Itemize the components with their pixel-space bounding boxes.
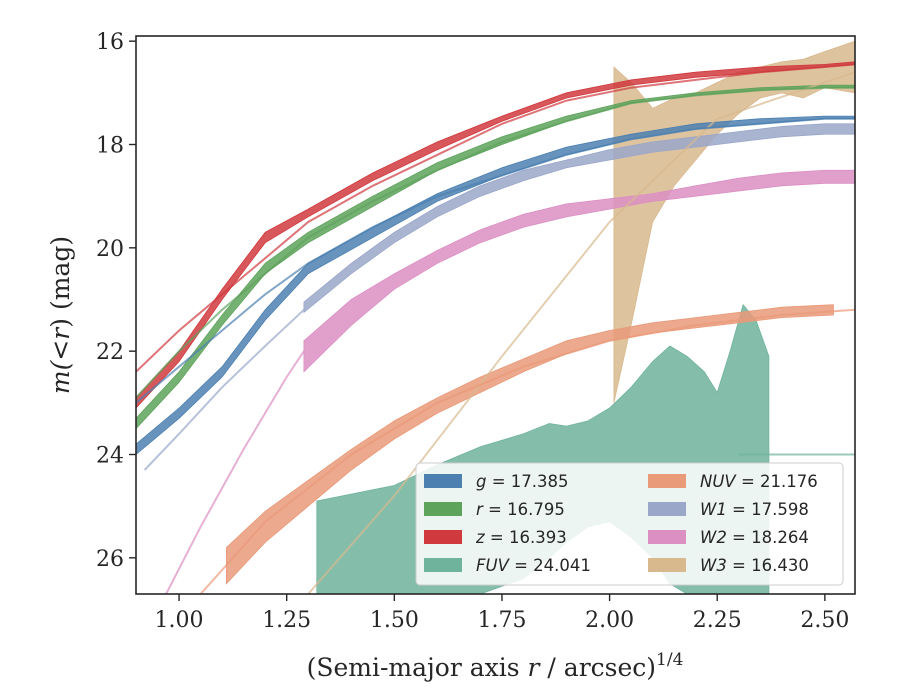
x-tick-label: 2.00 [585, 608, 634, 633]
legend-label-z: z = 16.393 [475, 528, 567, 547]
y-axis-title: m(<r) (mag) [46, 236, 75, 394]
model-line-W1 [143, 309, 305, 471]
legend-swatch-NUV [648, 474, 686, 488]
model-line-NUV [199, 308, 855, 594]
legend-box [415, 462, 844, 586]
x-tick-label: 1.25 [262, 608, 311, 633]
x-axis-ticks: 1.00 1.25 1.50 1.75 2.00 2.25 2.50 [155, 594, 849, 633]
legend-label-r: r = 16.795 [476, 500, 565, 519]
plot-frame [135, 35, 856, 595]
model-line-r [136, 86, 855, 399]
legend-label-W1: W1 = 17.598 [700, 500, 809, 519]
y-tick-label: 24 [96, 444, 124, 469]
legend: g = 17.385 r = 16.795 z = 16.393 FUV = 24.0… [415, 462, 844, 586]
x-tick-label: 2.50 [800, 608, 849, 633]
y-tick-label: 18 [96, 134, 124, 159]
x-tick-label: 1.50 [370, 608, 419, 633]
model-line-g [136, 117, 855, 404]
legend-label-W3: W3 = 16.430 [700, 556, 809, 575]
series-model-lines [136, 63, 855, 594]
y-tick-label: 16 [96, 30, 124, 55]
y-tick-label: 26 [96, 547, 124, 572]
y-tick-label: 20 [96, 237, 124, 262]
legend-swatch-W1 [648, 502, 686, 516]
legend-label-NUV: NUV = 21.176 [700, 472, 818, 491]
model-line-z [136, 63, 855, 373]
model-line-W2 [165, 350, 305, 594]
band-W1 [303, 123, 855, 314]
legend-label-FUV: FUV = 24.041 [476, 556, 591, 575]
x-tick-label: 1.00 [155, 608, 204, 633]
x-axis-title: (Semi-major axis r / arcsec)1/4 [307, 650, 684, 682]
x-tick-label: 1.75 [477, 608, 526, 633]
legend-swatch-z [424, 530, 462, 544]
legend-swatch-g [424, 474, 462, 488]
x-tick-label: 2.25 [693, 608, 742, 633]
legend-swatch-FUV [424, 558, 462, 572]
legend-label-W2: W2 = 18.264 [700, 528, 809, 547]
band-NUV [226, 304, 834, 585]
y-tick-label: 22 [96, 340, 124, 365]
legend-swatch-W3 [648, 558, 686, 572]
band-z [136, 61, 855, 409]
y-axis-ticks: 16 18 20 22 24 26 [96, 30, 136, 572]
model-line-W3 [307, 71, 855, 594]
legend-swatch-W2 [648, 530, 686, 544]
legend-label-g: g = 17.385 [476, 472, 569, 491]
band-W2 [303, 169, 855, 373]
band-r [136, 84, 855, 430]
legend-swatch-r [424, 502, 462, 516]
